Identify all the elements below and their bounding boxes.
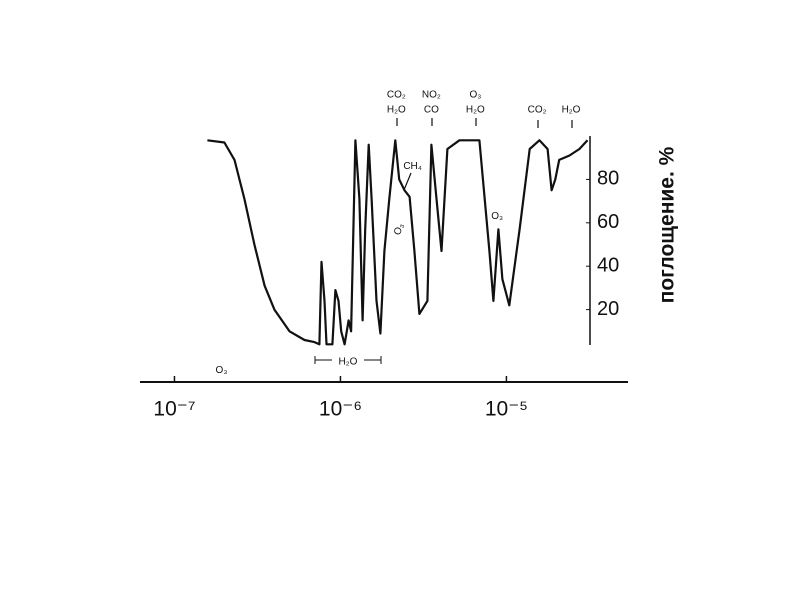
annotation: H₂O bbox=[466, 105, 485, 116]
y-tick-label: 40 bbox=[597, 254, 619, 276]
x-tick-label: 10⁻⁵ bbox=[485, 398, 528, 421]
annotation: O₃ bbox=[491, 211, 503, 222]
spectrum-line bbox=[207, 139, 589, 346]
annotation: CH₄ bbox=[403, 161, 422, 172]
annotation: H₂O bbox=[387, 105, 406, 116]
annotation: H₂O bbox=[562, 105, 581, 116]
annotation: CO₂ bbox=[387, 89, 406, 100]
annotation: CO₂ bbox=[528, 105, 547, 116]
annotation: O₃ bbox=[392, 222, 406, 237]
peak-markers bbox=[396, 118, 573, 191]
annotation: O₃ bbox=[216, 365, 228, 376]
annotation: CO bbox=[424, 105, 439, 116]
y-tick-label: 60 bbox=[597, 211, 619, 233]
x-tick-label: 10⁻⁶ bbox=[319, 398, 362, 421]
x-tick-label: 10⁻⁷ bbox=[153, 398, 195, 421]
y-tick-label: 80 bbox=[597, 168, 619, 190]
y-axis-label: поглощение. % bbox=[656, 146, 679, 303]
y-tick-label: 20 bbox=[597, 298, 619, 320]
annotation: NO₂ bbox=[422, 89, 441, 100]
annotation: H₂O bbox=[339, 356, 358, 367]
annotation: O₃ bbox=[469, 89, 481, 100]
h2o-bracket bbox=[314, 356, 382, 364]
